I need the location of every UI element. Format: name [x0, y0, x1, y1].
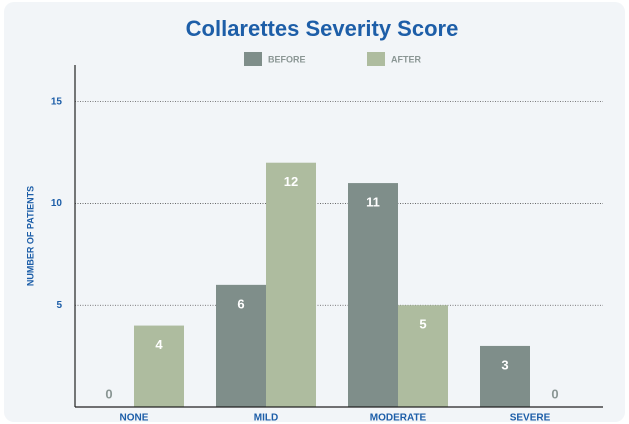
y-axis-label: NUMBER OF PATIENTS: [25, 186, 35, 286]
legend-swatch: [244, 52, 262, 66]
legend-label: BEFORE: [268, 54, 306, 64]
bar: [134, 325, 184, 407]
value-label: 3: [501, 357, 508, 372]
value-label: 0: [105, 386, 112, 401]
bar: [266, 162, 316, 407]
y-tick-label: 15: [51, 96, 63, 107]
bar: [216, 284, 266, 407]
value-label: 4: [155, 337, 163, 352]
legend-label: AFTER: [391, 54, 421, 64]
bar: [480, 345, 530, 407]
legend-swatch: [367, 52, 385, 66]
bar: [398, 305, 448, 407]
value-label: 0: [551, 386, 558, 401]
value-label: 6: [237, 296, 244, 311]
value-label: 12: [284, 174, 298, 189]
x-tick-label: MILD: [254, 413, 278, 424]
y-tick-label: 10: [51, 198, 63, 209]
y-tick-label: 5: [56, 300, 62, 311]
bar: [348, 183, 398, 407]
value-label: 5: [419, 317, 426, 332]
x-tick-label: MODERATE: [370, 413, 427, 424]
x-tick-label: SEVERE: [510, 413, 551, 424]
x-tick-label: NONE: [120, 413, 149, 424]
value-label: 11: [366, 195, 380, 210]
chart-title: Collarettes Severity Score: [186, 16, 459, 41]
